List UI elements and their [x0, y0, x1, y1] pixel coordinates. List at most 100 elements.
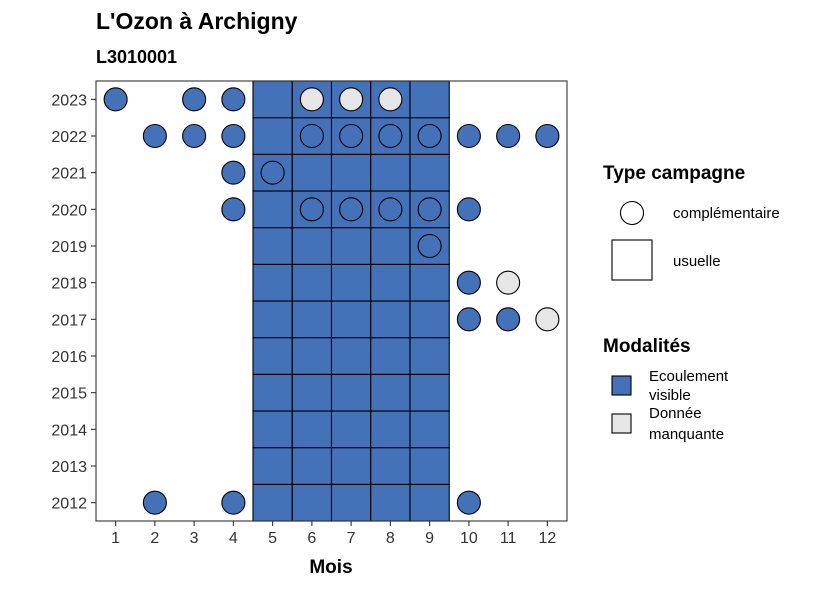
tile-2012-9 — [409, 483, 450, 522]
tile-2018-7 — [330, 263, 372, 302]
x-tick-label-2: 2 — [150, 530, 159, 547]
tile-2018-5 — [252, 263, 293, 302]
point-2022-10 — [456, 123, 481, 149]
tile-2016-6 — [291, 337, 333, 375]
tile-2014-6 — [291, 410, 333, 449]
legend-type-title: Type campagne — [603, 163, 745, 184]
x-tick-label-9: 9 — [425, 530, 434, 547]
point-2023-6 — [299, 87, 324, 112]
legend-key-donnee-manquante — [611, 413, 632, 434]
y-tick-label-2013: 2013 — [51, 459, 87, 476]
point-2022-12 — [535, 123, 560, 149]
point-2020-10 — [456, 197, 481, 222]
legend-label-usuelle: usuelle — [673, 253, 721, 270]
legend-label-donnee-line2: manquante — [649, 426, 724, 443]
x-axis: 1 2 3 4 5 6 7 8 9 10 11 12 — [111, 521, 556, 547]
point-2012-10 — [456, 490, 481, 515]
tile-2017-9 — [409, 300, 450, 339]
tile-2014-8 — [370, 410, 411, 449]
legend-modalites: Modalités Ecoulement visible Donnée manq… — [603, 336, 729, 443]
tile-2019-6 — [291, 227, 333, 265]
point-2023-7 — [339, 87, 364, 112]
point-2020-9 — [417, 197, 442, 222]
legend-key-square — [611, 239, 653, 281]
point-2023-4 — [221, 87, 246, 112]
x-tick-label-8: 8 — [386, 530, 395, 547]
tile-2018-8 — [370, 263, 411, 302]
tile-2017-7 — [330, 300, 372, 339]
tile-2015-5 — [252, 373, 293, 412]
tile-2015-7 — [330, 373, 372, 412]
tile-2022-5 — [252, 117, 293, 155]
tile-2013-8 — [370, 447, 411, 485]
tile-2015-8 — [370, 373, 411, 412]
x-tick-label-3: 3 — [190, 530, 199, 547]
y-tick-label-2022: 2022 — [51, 129, 87, 146]
y-tick-label-2012: 2012 — [51, 496, 87, 513]
point-2018-11 — [496, 270, 521, 295]
point-2020-7 — [339, 197, 364, 222]
tile-2021-7 — [330, 153, 372, 192]
point-2020-4 — [221, 197, 246, 222]
tile-2013-9 — [409, 447, 450, 485]
x-axis-title: Mois — [309, 557, 352, 578]
legend-label-ecoulement-line1: Ecoulement — [649, 368, 729, 385]
point-2017-10 — [456, 307, 481, 332]
tile-2021-9 — [409, 153, 450, 192]
tile-2021-8 — [370, 153, 411, 192]
point-2020-8 — [378, 197, 403, 222]
x-tick-label-6: 6 — [307, 530, 316, 547]
legend-key-ecoulement-visible — [611, 375, 632, 396]
tile-2015-6 — [291, 373, 333, 412]
y-tick-label-2020: 2020 — [51, 202, 87, 219]
tile-2014-5 — [252, 410, 293, 449]
point-2021-4 — [221, 160, 246, 185]
tile-2014-9 — [409, 410, 450, 449]
y-tick-label-2023: 2023 — [51, 92, 87, 109]
y-tick-label-2021: 2021 — [51, 166, 87, 183]
legend-key-circle — [619, 200, 645, 226]
y-tick-label-2016: 2016 — [51, 349, 87, 366]
chart-title: L'Ozon à Archigny — [96, 8, 298, 34]
tile-2015-9 — [409, 373, 450, 412]
points-layer — [103, 87, 560, 515]
point-2017-11 — [496, 307, 521, 332]
x-tick-label-11: 11 — [500, 530, 517, 547]
tile-2012-7 — [330, 483, 372, 522]
tile-2019-5 — [252, 227, 293, 265]
point-2023-8 — [378, 87, 403, 112]
point-2012-4 — [221, 490, 246, 515]
point-2019-9 — [417, 233, 442, 259]
x-tick-label-10: 10 — [460, 530, 478, 547]
tile-2016-7 — [330, 337, 372, 375]
point-2022-8 — [378, 123, 403, 149]
tile-2012-6 — [291, 483, 333, 522]
y-tick-label-2015: 2015 — [51, 386, 87, 403]
tile-2019-8 — [370, 227, 411, 265]
tile-2016-9 — [409, 337, 450, 375]
point-2020-6 — [299, 197, 324, 222]
y-tick-label-2019: 2019 — [51, 239, 87, 256]
legend-modalites-title: Modalités — [603, 336, 691, 357]
tile-2012-8 — [370, 483, 411, 522]
point-2023-1 — [103, 87, 128, 112]
tile-2012-5 — [252, 483, 293, 522]
y-axis: 2012 2013 2014 2015 2016 2017 2018 2019 2020 2021… — [51, 92, 96, 513]
legend-label-complementaire: complémentaire — [673, 205, 780, 222]
point-2023-3 — [182, 87, 207, 112]
x-tick-label-12: 12 — [538, 530, 556, 547]
tile-2016-8 — [370, 337, 411, 375]
tile-2017-5 — [252, 300, 293, 339]
tile-2018-6 — [291, 263, 333, 302]
point-2012-2 — [142, 490, 167, 515]
plot-border — [95, 80, 568, 522]
tile-2023-5 — [252, 80, 293, 119]
tile-2023-9 — [409, 80, 450, 119]
point-2022-4 — [221, 123, 246, 149]
x-tick-label-7: 7 — [347, 530, 356, 547]
tile-2013-6 — [291, 447, 333, 485]
tile-2019-7 — [330, 227, 372, 265]
tile-2017-8 — [370, 300, 411, 339]
y-tick-label-2014: 2014 — [51, 422, 87, 439]
